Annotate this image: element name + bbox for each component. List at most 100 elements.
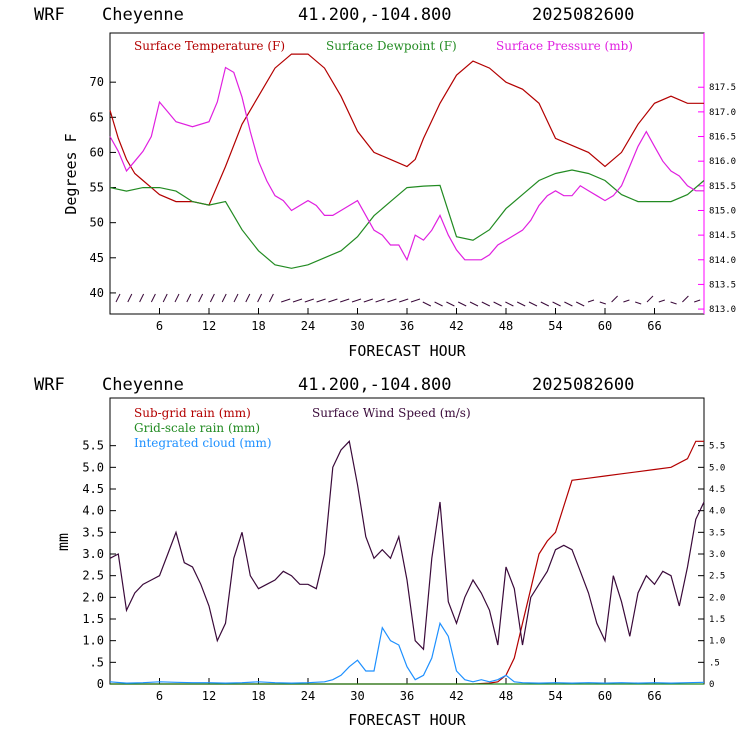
panel2-x-ticks: 6 12 18 24 30 36 42 48 54 60 66	[156, 678, 662, 703]
wind-barb	[410, 298, 421, 303]
y-tick-label: 1.0	[82, 634, 104, 648]
panel1-location: Cheyenne	[102, 5, 184, 25]
y-tick-label: 2.0	[82, 590, 104, 604]
panel1-plot-area	[109, 32, 705, 315]
wind-barb	[198, 293, 204, 303]
wind-barb	[658, 299, 665, 303]
x-tick-label: 42	[449, 319, 463, 333]
wind-barb	[139, 293, 145, 303]
wind-barb	[575, 301, 585, 307]
legend-integrated-cloud: Integrated cloud (mm)	[134, 436, 272, 450]
y-tick-label: 5.0	[82, 460, 104, 474]
panel1-run: 2025082600	[532, 5, 634, 25]
y2-tick-label: 815.5	[709, 182, 736, 192]
x-tick-label: 42	[449, 689, 463, 703]
legend-gridscale-rain: Grid-scale rain (mm)	[134, 421, 260, 435]
x-tick-label: 30	[350, 689, 364, 703]
y2-tick-label: .5	[709, 658, 720, 668]
wind-barb	[635, 301, 642, 305]
wind-barb	[209, 293, 215, 303]
wind-barb	[505, 301, 514, 307]
panel1-x-ticks: 6 12 18 24 30 36 42 48 54 60 66	[156, 308, 662, 333]
legend-surface-temperature: Surface Temperature (F)	[134, 39, 285, 53]
panel1-header: WRF Cheyenne 41.200,-104.800 2025082600	[34, 5, 634, 25]
panel1-legend: Surface Temperature (F) Surface Dewpoint…	[134, 39, 633, 53]
wind-barb	[481, 301, 491, 307]
series-line-surface-dewpoint-f	[109, 169, 705, 269]
panel2-header: WRF Cheyenne 41.200,-104.800 2025082600	[34, 375, 634, 395]
panel1-y-ticks: 40 45 50 55 60 65 70	[90, 75, 116, 300]
y2-tick-label: 0	[709, 680, 714, 690]
wind-barbs-row	[115, 293, 701, 307]
x-tick-label: 6	[156, 319, 163, 333]
panel1-coords: 41.200,-104.800	[298, 5, 452, 25]
y2-tick-label: 2.0	[709, 593, 725, 603]
y2-tick-label: 815.0	[709, 206, 736, 216]
y2-tick-label: 814.5	[709, 231, 736, 241]
panel2-model: WRF	[34, 375, 65, 395]
panel2-ylabel: mm	[54, 533, 72, 551]
wind-barb	[623, 299, 630, 303]
y2-tick-label: 3.5	[709, 528, 725, 538]
y-tick-label: 3.5	[82, 525, 104, 539]
panel2-location: Cheyenne	[102, 375, 184, 395]
wind-barb	[233, 293, 239, 303]
x-tick-label: 30	[350, 319, 364, 333]
y2-tick-label: 1.0	[709, 637, 725, 647]
wind-barb	[363, 298, 373, 303]
series-line-surface-temperature-f	[109, 53, 704, 206]
y2-tick-label: 1.5	[709, 615, 725, 625]
x-tick-label: 12	[202, 319, 216, 333]
wind-barb	[387, 298, 397, 303]
y2-tick-label: 813.5	[709, 280, 736, 290]
wind-barb	[587, 299, 595, 303]
y-tick-label: 55	[90, 181, 104, 195]
series-line-sub-grid-rain-mm	[110, 440, 704, 685]
x-tick-label: 66	[647, 319, 661, 333]
y-tick-label: 5.5	[82, 439, 104, 453]
y-tick-label: 45	[90, 251, 104, 265]
y-tick-label: 4.0	[82, 504, 104, 518]
y2-tick-label: 2.5	[709, 572, 725, 582]
wind-barb	[682, 295, 689, 303]
wind-barb	[457, 301, 467, 307]
wind-barb	[694, 299, 701, 303]
wind-barb	[446, 301, 455, 307]
y2-tick-label: 814.0	[709, 256, 736, 266]
panel2-run: 2025082600	[532, 375, 634, 395]
panel2-y-ticks: 0 .5 1.0 1.5 2.0 2.5 3.0 3.5 4.0 4.5 5.0 5.5	[82, 439, 116, 691]
wind-barb	[611, 295, 618, 303]
wind-barb	[115, 293, 121, 303]
wind-barb	[340, 298, 350, 303]
wind-barb	[292, 298, 303, 303]
y2-tick-label: 817.5	[709, 83, 736, 93]
wind-barb	[493, 301, 502, 307]
wind-barb	[174, 293, 180, 303]
wind-barb	[599, 301, 606, 305]
series-line-surface-pressure-mb	[109, 66, 704, 262]
wind-barb	[351, 298, 362, 303]
x-tick-label: 18	[251, 319, 265, 333]
y-tick-label: 3.0	[82, 547, 104, 561]
wind-barb	[328, 298, 338, 303]
x-tick-label: 48	[499, 319, 513, 333]
x-tick-label: 54	[548, 319, 562, 333]
wind-barb	[127, 293, 133, 303]
wind-barb	[316, 298, 326, 303]
panel2-coords: 41.200,-104.800	[298, 375, 452, 395]
y2-tick-label: 816.0	[709, 157, 736, 167]
wind-barb	[399, 298, 409, 303]
wind-barb	[162, 293, 168, 303]
wind-barb	[528, 301, 538, 307]
legend-surface-dewpoint: Surface Dewpoint (F)	[326, 39, 457, 53]
x-tick-label: 48	[499, 689, 513, 703]
legend-subgrid-rain: Sub-grid rain (mm)	[134, 406, 251, 420]
x-tick-label: 24	[301, 319, 315, 333]
y2-tick-label: 3.0	[709, 550, 725, 560]
y-tick-label: 60	[90, 145, 104, 159]
y-tick-label: 1.5	[82, 612, 104, 626]
wind-barb	[552, 301, 561, 307]
x-tick-label: 24	[301, 689, 315, 703]
x-tick-label: 6	[156, 689, 163, 703]
